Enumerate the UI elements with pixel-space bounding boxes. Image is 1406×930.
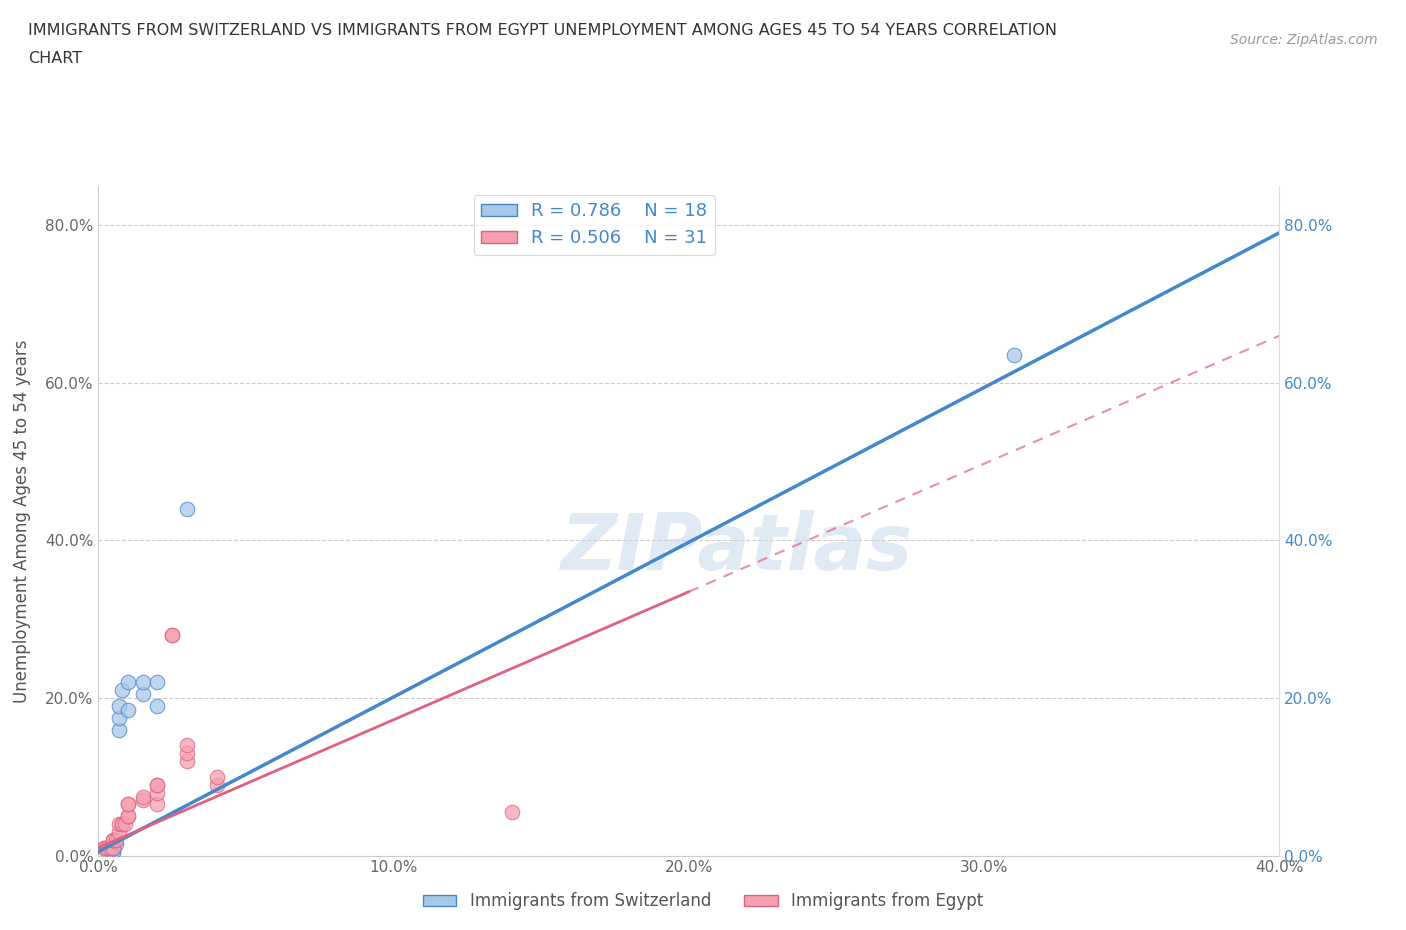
Point xyxy=(205,777,228,792)
Point xyxy=(146,777,169,792)
Point xyxy=(114,817,136,831)
Point xyxy=(111,817,134,831)
Point xyxy=(103,844,125,859)
Point xyxy=(98,841,121,856)
Point xyxy=(103,841,125,856)
Point xyxy=(1002,348,1025,363)
Text: IMMIGRANTS FROM SWITZERLAND VS IMMIGRANTS FROM EGYPT UNEMPLOYMENT AMONG AGES 45 : IMMIGRANTS FROM SWITZERLAND VS IMMIGRANT… xyxy=(28,23,1057,38)
Point xyxy=(146,675,169,690)
Point xyxy=(501,804,523,819)
Point xyxy=(205,769,228,784)
Point xyxy=(103,844,125,859)
Point xyxy=(103,832,125,847)
Point xyxy=(93,841,115,856)
Point xyxy=(176,737,198,752)
Point xyxy=(108,722,131,737)
Point xyxy=(132,793,155,808)
Point xyxy=(105,832,128,847)
Point xyxy=(108,711,131,725)
Point xyxy=(132,789,155,804)
Point xyxy=(132,675,155,690)
Point xyxy=(117,797,139,812)
Text: Source: ZipAtlas.com: Source: ZipAtlas.com xyxy=(1230,33,1378,46)
Point xyxy=(146,777,169,792)
Point xyxy=(103,841,125,856)
Text: CHART: CHART xyxy=(28,51,82,66)
Point xyxy=(117,675,139,690)
Point xyxy=(146,698,169,713)
Point xyxy=(162,628,183,643)
Point xyxy=(103,841,125,856)
Point xyxy=(105,836,128,851)
Y-axis label: Unemployment Among Ages 45 to 54 years: Unemployment Among Ages 45 to 54 years xyxy=(13,339,31,702)
Point xyxy=(117,809,139,824)
Point xyxy=(108,825,131,840)
Point xyxy=(162,628,183,643)
Point xyxy=(111,683,134,698)
Point xyxy=(176,746,198,761)
Point xyxy=(117,797,139,812)
Text: ZIPatlas: ZIPatlas xyxy=(560,510,912,586)
Point xyxy=(108,817,131,831)
Point xyxy=(93,841,115,856)
Point xyxy=(146,785,169,800)
Point xyxy=(132,686,155,701)
Point xyxy=(103,832,125,847)
Point xyxy=(117,702,139,717)
Point xyxy=(176,501,198,516)
Point xyxy=(96,841,118,856)
Point xyxy=(108,698,131,713)
Point xyxy=(111,817,134,831)
Point xyxy=(117,809,139,824)
Point xyxy=(103,841,125,856)
Point xyxy=(146,797,169,812)
Point xyxy=(176,753,198,768)
Legend: Immigrants from Switzerland, Immigrants from Egypt: Immigrants from Switzerland, Immigrants … xyxy=(416,885,990,917)
Legend: R = 0.786    N = 18, R = 0.506    N = 31: R = 0.786 N = 18, R = 0.506 N = 31 xyxy=(474,195,714,255)
